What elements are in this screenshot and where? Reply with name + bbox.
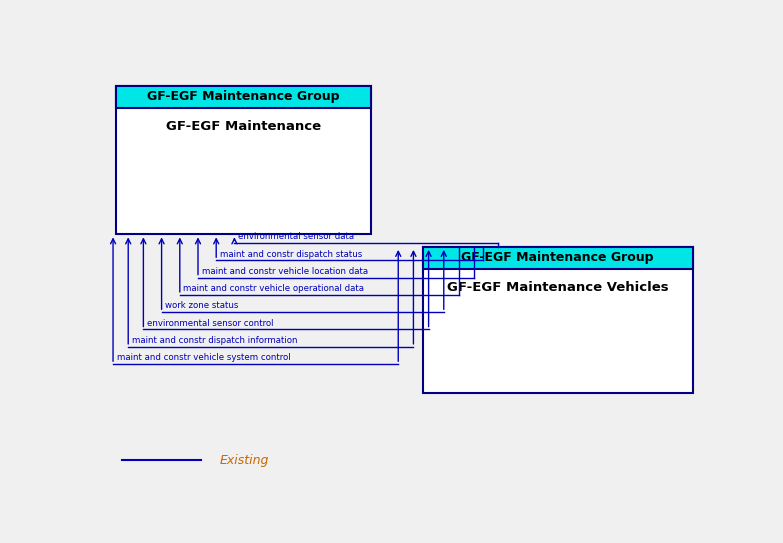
Text: GF-EGF Maintenance Group: GF-EGF Maintenance Group xyxy=(461,251,654,264)
Text: maint and constr vehicle system control: maint and constr vehicle system control xyxy=(117,353,290,362)
Text: GF-EGF Maintenance Group: GF-EGF Maintenance Group xyxy=(147,91,340,103)
Text: maint and constr vehicle location data: maint and constr vehicle location data xyxy=(202,267,368,276)
Text: work zone status: work zone status xyxy=(165,301,239,311)
Bar xyxy=(116,86,371,235)
Text: GF-EGF Maintenance Vehicles: GF-EGF Maintenance Vehicles xyxy=(447,281,669,294)
Bar xyxy=(423,247,693,393)
Text: environmental sensor control: environmental sensor control xyxy=(147,319,273,328)
Text: maint and constr dispatch status: maint and constr dispatch status xyxy=(220,249,362,258)
Text: Existing: Existing xyxy=(219,454,269,467)
Text: GF-EGF Maintenance: GF-EGF Maintenance xyxy=(166,121,321,134)
Bar xyxy=(423,247,693,269)
Text: maint and constr dispatch information: maint and constr dispatch information xyxy=(132,336,298,345)
Bar xyxy=(116,86,371,108)
Text: environmental sensor data: environmental sensor data xyxy=(238,232,354,241)
Text: maint and constr vehicle operational data: maint and constr vehicle operational dat… xyxy=(183,284,364,293)
